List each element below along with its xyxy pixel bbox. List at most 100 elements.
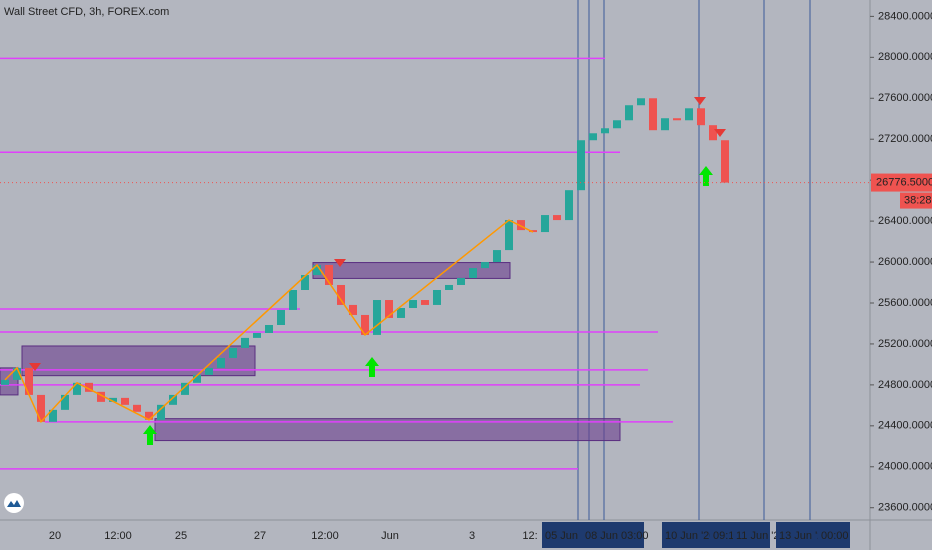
candle	[529, 230, 537, 233]
candle	[661, 118, 669, 131]
candle	[373, 300, 381, 335]
x-highlight-label: 11 Jun '20	[736, 530, 786, 542]
zigzag	[4, 219, 534, 424]
candle	[145, 411, 153, 420]
x-highlight-box	[542, 522, 582, 548]
y-tick-label: 23600.0000	[878, 502, 932, 514]
x-highlight-label: 00:00	[821, 530, 849, 542]
last-price-box	[871, 173, 932, 192]
candle	[493, 250, 501, 263]
countdown-box	[900, 192, 932, 209]
candle	[433, 289, 441, 305]
x-tick-label: 12:00	[311, 530, 339, 542]
candle	[541, 215, 549, 233]
candle	[349, 304, 357, 315]
y-tick-label: 24800.0000	[878, 379, 932, 391]
buy-arrow	[699, 166, 713, 186]
y-tick-label: 28000.0000	[878, 51, 932, 63]
candle	[109, 397, 117, 402]
candle	[697, 108, 705, 126]
candle	[409, 300, 417, 309]
x-tick-label: Jun	[381, 530, 399, 542]
y-tick-label: 27600.0000	[878, 92, 932, 104]
x-highlight-label: 10 Jun '20	[665, 530, 715, 542]
candle	[505, 220, 513, 251]
candle	[277, 309, 285, 325]
candle	[637, 98, 645, 106]
candle	[313, 265, 321, 276]
candle	[121, 397, 129, 405]
y-tick-label: 27200.0000	[878, 133, 932, 145]
x-tick-label: 20	[49, 530, 61, 542]
candle	[229, 347, 237, 358]
plot	[0, 57, 729, 470]
signals	[29, 97, 726, 445]
candle	[301, 275, 309, 290]
y-tick-label: 25200.0000	[878, 338, 932, 350]
x-highlight-box	[776, 522, 818, 548]
candle	[589, 133, 597, 141]
candle	[241, 337, 249, 348]
candle	[361, 314, 369, 335]
x-highlight-box	[733, 522, 770, 548]
zone	[154, 418, 621, 442]
candle	[181, 382, 189, 395]
y-tick-label: 24000.0000	[878, 461, 932, 473]
candle	[1, 379, 9, 385]
candle	[565, 190, 573, 221]
candle	[337, 284, 345, 305]
x-highlight-label: 13 Jun '20	[779, 530, 829, 542]
candle	[649, 98, 657, 131]
sell-triangle	[29, 363, 41, 371]
candle	[73, 382, 81, 395]
y-tick-label: 26000.0000	[878, 256, 932, 268]
last-price-label: 26776.5000	[876, 176, 932, 188]
x-highlight-box	[818, 522, 850, 548]
candle	[397, 308, 405, 318]
candle	[673, 118, 681, 121]
candle	[289, 289, 297, 310]
candle	[385, 300, 393, 318]
x-highlight-box	[582, 522, 618, 548]
x-tick-label: 25	[175, 530, 187, 542]
candle	[685, 108, 693, 121]
chart-title: Wall Street CFD, 3h, FOREX.com	[4, 6, 169, 18]
countdown: 38:28	[904, 194, 932, 206]
candle	[97, 391, 105, 402]
candle	[265, 325, 273, 333]
candle	[25, 367, 33, 395]
y-tick-label: 24400.0000	[878, 420, 932, 432]
y-tick-label: 26400.0000	[878, 215, 932, 227]
buy-arrow	[365, 357, 379, 377]
candle	[37, 394, 45, 422]
candle	[553, 215, 561, 221]
candle	[625, 105, 633, 121]
candle	[49, 409, 57, 422]
x-highlight-box	[618, 522, 644, 548]
zone	[21, 345, 256, 377]
x-tick-label: 3	[469, 530, 475, 542]
x-highlight-label: 05 Jun	[545, 530, 578, 542]
candle	[169, 394, 177, 405]
logo[interactable]	[4, 493, 24, 513]
candle	[13, 367, 21, 380]
candle	[613, 120, 621, 129]
candle	[193, 374, 201, 383]
x-tick-label: 27	[254, 530, 266, 542]
candle	[445, 284, 453, 290]
candle	[61, 394, 69, 410]
candle	[133, 404, 141, 412]
x-tick-label: 12:	[522, 530, 537, 542]
candle	[157, 404, 165, 420]
y-tick-label: 28400.0000	[878, 10, 932, 22]
logo-mark	[7, 500, 21, 507]
sell-triangle	[714, 129, 726, 137]
candle	[481, 262, 489, 269]
x-tick-label: 12:00	[104, 530, 132, 542]
x-highlight-box	[710, 522, 733, 548]
zone	[312, 262, 511, 279]
candle	[205, 367, 213, 375]
candle	[721, 140, 729, 183]
candle	[601, 128, 609, 134]
